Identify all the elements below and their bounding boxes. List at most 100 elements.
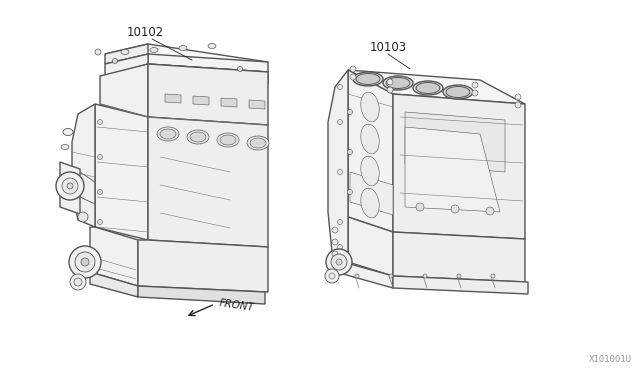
Ellipse shape: [179, 45, 187, 51]
Circle shape: [486, 207, 494, 215]
Ellipse shape: [61, 144, 69, 150]
Polygon shape: [350, 172, 393, 215]
Polygon shape: [393, 94, 525, 239]
Polygon shape: [165, 94, 181, 103]
Text: FRONT: FRONT: [218, 298, 255, 312]
Circle shape: [67, 183, 73, 189]
Circle shape: [337, 219, 342, 224]
Ellipse shape: [150, 48, 158, 52]
Circle shape: [348, 150, 353, 154]
Polygon shape: [148, 64, 268, 84]
Circle shape: [70, 274, 86, 290]
Circle shape: [348, 189, 353, 195]
Polygon shape: [148, 54, 268, 72]
Circle shape: [332, 251, 338, 257]
Ellipse shape: [446, 87, 470, 97]
Polygon shape: [100, 64, 148, 117]
Ellipse shape: [121, 49, 129, 55]
Polygon shape: [105, 54, 148, 76]
Circle shape: [491, 274, 495, 278]
Circle shape: [81, 258, 89, 266]
Circle shape: [515, 102, 521, 108]
Ellipse shape: [383, 76, 413, 90]
Polygon shape: [348, 70, 525, 104]
Circle shape: [56, 172, 84, 200]
Polygon shape: [393, 276, 528, 294]
Polygon shape: [72, 104, 95, 227]
Circle shape: [389, 274, 393, 278]
Text: 10103: 10103: [369, 41, 406, 54]
Circle shape: [69, 246, 101, 278]
Polygon shape: [221, 98, 237, 107]
Circle shape: [62, 178, 78, 194]
Ellipse shape: [361, 156, 380, 186]
Circle shape: [74, 278, 82, 286]
Ellipse shape: [250, 138, 266, 148]
Ellipse shape: [247, 136, 269, 150]
Circle shape: [113, 58, 118, 64]
Circle shape: [337, 84, 342, 90]
Polygon shape: [343, 262, 393, 288]
Circle shape: [472, 90, 478, 96]
Polygon shape: [405, 127, 500, 212]
Polygon shape: [90, 272, 138, 297]
Polygon shape: [328, 70, 348, 262]
Ellipse shape: [361, 92, 380, 122]
Circle shape: [457, 274, 461, 278]
Polygon shape: [405, 112, 505, 172]
Circle shape: [472, 82, 478, 88]
Polygon shape: [90, 227, 138, 286]
Polygon shape: [105, 44, 148, 64]
Ellipse shape: [157, 127, 179, 141]
Circle shape: [97, 189, 102, 195]
Circle shape: [97, 154, 102, 160]
Ellipse shape: [443, 85, 473, 99]
Polygon shape: [105, 44, 268, 72]
Ellipse shape: [416, 83, 440, 93]
Circle shape: [350, 66, 356, 72]
Circle shape: [75, 252, 95, 272]
Text: X101001U: X101001U: [589, 355, 632, 364]
Polygon shape: [249, 100, 265, 109]
Circle shape: [416, 203, 424, 211]
Polygon shape: [148, 64, 268, 125]
Ellipse shape: [361, 188, 380, 218]
Ellipse shape: [220, 135, 236, 145]
Circle shape: [78, 212, 88, 222]
Ellipse shape: [63, 128, 73, 135]
Text: 10102: 10102: [126, 26, 164, 38]
Circle shape: [350, 74, 356, 80]
Ellipse shape: [356, 74, 380, 84]
Circle shape: [451, 205, 459, 213]
Circle shape: [387, 87, 393, 93]
Polygon shape: [393, 232, 525, 282]
Circle shape: [337, 119, 342, 125]
Circle shape: [423, 274, 427, 278]
Circle shape: [332, 227, 338, 233]
Circle shape: [326, 249, 352, 275]
Circle shape: [329, 273, 335, 279]
Circle shape: [336, 259, 342, 265]
Polygon shape: [348, 217, 393, 276]
Polygon shape: [138, 286, 265, 304]
Ellipse shape: [413, 81, 443, 95]
Polygon shape: [60, 162, 80, 214]
Ellipse shape: [361, 124, 380, 154]
Polygon shape: [148, 117, 268, 247]
Circle shape: [355, 274, 359, 278]
Ellipse shape: [187, 130, 209, 144]
Circle shape: [515, 94, 521, 100]
Circle shape: [337, 170, 342, 174]
Ellipse shape: [208, 44, 216, 48]
Circle shape: [97, 219, 102, 224]
Ellipse shape: [217, 133, 239, 147]
Polygon shape: [95, 104, 148, 240]
Circle shape: [95, 49, 101, 55]
Ellipse shape: [190, 132, 206, 142]
Circle shape: [348, 109, 353, 115]
Polygon shape: [193, 96, 209, 105]
Polygon shape: [348, 70, 393, 232]
Circle shape: [325, 269, 339, 283]
Circle shape: [387, 79, 393, 85]
Ellipse shape: [386, 77, 410, 89]
